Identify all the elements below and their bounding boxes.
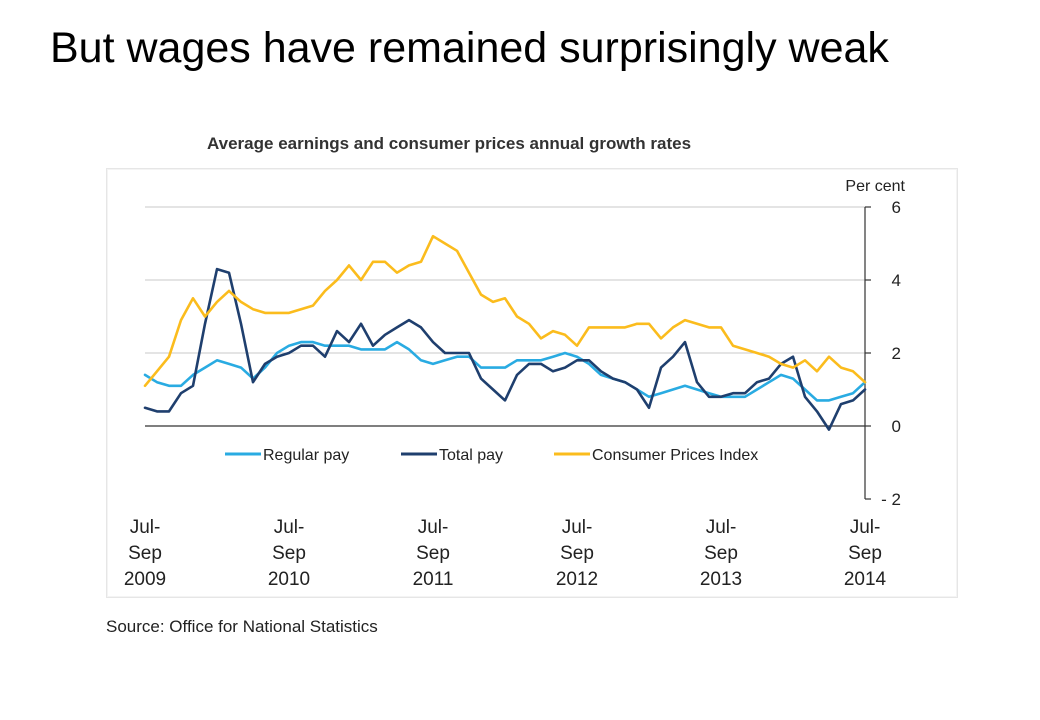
series-line-regular-pay [143,340,867,402]
slide-title: But wages have remained surprisingly wea… [50,24,889,72]
y-tick-label: 0 [892,417,901,436]
y-axis-label: Per cent [845,178,905,195]
y-tick-label: 6 [892,198,901,217]
legend-label: Regular pay [263,447,349,464]
y-tick-label: 2 [892,344,901,363]
x-tick-label: Jul-Sep 2012 [556,517,598,590]
x-tick-label: Jul-Sep 2013 [700,517,742,590]
y-axis: 6 4 2 0 - 2 [864,198,901,509]
chart-panel: 6 4 2 0 - 2 Per cent Regular pay Total pay Con… [106,168,958,598]
legend-label: Total pay [439,447,503,464]
y-tick-label: - 2 [881,490,901,509]
x-tick-label: Jul-Sep 2010 [268,517,310,590]
series-line-consumer-prices-index [143,234,867,388]
source-note: Source: Office for National Statistics [106,617,378,636]
y-tick-label: 4 [892,271,901,290]
x-tick-label: Jul-Sep 2009 [124,517,166,590]
x-tick-label: Jul-Sep 2011 [413,517,454,590]
gridlines [145,206,865,427]
legend: Regular pay Total pay Consumer Prices Inde… [225,447,758,464]
chart-title: Average earnings and consumer prices ann… [207,134,692,153]
x-axis-tick-labels: Jul-Sep 2009 Jul-Sep 2010 Jul-Sep 2011 Jul-Sep… [124,517,887,590]
series-line-total-pay [143,267,867,431]
series-lines [143,234,867,431]
line-chart: 6 4 2 0 - 2 Per cent Regular pay Total pay Con… [124,178,906,590]
x-tick-label: Jul-Sep 2014 [844,517,887,590]
legend-label: Consumer Prices Index [592,447,758,464]
